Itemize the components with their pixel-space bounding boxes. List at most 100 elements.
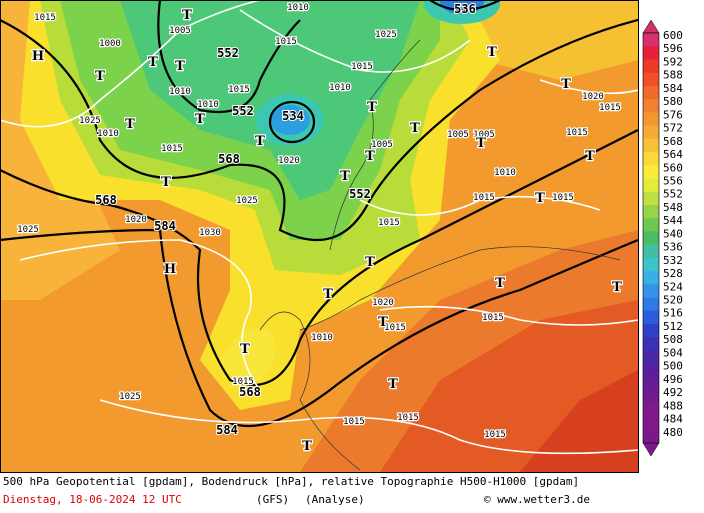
contour-label: 536 (454, 2, 476, 16)
contour-label: 584 (154, 219, 176, 233)
isobar-label: 1015 (378, 218, 400, 228)
pressure-center: T (182, 8, 192, 23)
colorbar-label: 576 (663, 108, 683, 121)
colorbar-cell (643, 231, 659, 246)
colorbar-cell (643, 204, 659, 219)
pressure-center: T (255, 134, 265, 149)
pressure-center: T (612, 280, 622, 295)
colorbar-arrow-bottom (642, 442, 660, 457)
colorbar-cell (643, 99, 659, 113)
colorbar-cell (643, 284, 659, 299)
colorbar-cell (643, 323, 659, 338)
isobar-label: 1015 (343, 417, 365, 427)
colorbar-cell (643, 46, 659, 60)
map-frame (0, 0, 639, 473)
colorbar-label: 492 (663, 386, 683, 399)
colorbar-label: 564 (663, 148, 683, 161)
isobar-label: 1010 (97, 129, 119, 139)
colorbar-label: 512 (663, 320, 683, 333)
pressure-center: T (161, 175, 171, 190)
colorbar-label: 508 (663, 333, 683, 346)
isobar-label: 1020 (372, 298, 394, 308)
colorbar-cell (643, 85, 659, 100)
colorbar-label: 544 (663, 214, 683, 227)
isobar-label: 1025 (119, 392, 141, 402)
colorbar-label: 536 (663, 241, 683, 254)
colorbar-arrow-top (642, 19, 660, 34)
isobar-label: 1000 (99, 39, 121, 49)
pressure-center: T (388, 377, 398, 392)
colorbar-cell (643, 152, 659, 166)
footer-date: Dienstag, 18-06-2024 12 UTC (3, 493, 182, 506)
colorbar-label: 552 (663, 188, 683, 201)
isobar-label: 1020 (278, 156, 300, 166)
colorbar-cell (643, 363, 659, 378)
footer-credit: © www.wetter3.de (484, 493, 590, 506)
isobar-label: 1015 (161, 144, 183, 154)
pressure-center: T (495, 276, 505, 291)
colorbar-label: 568 (663, 135, 683, 148)
pressure-center: T (148, 55, 158, 70)
colorbar-cell (643, 376, 659, 391)
colorbar-label: 540 (663, 227, 683, 240)
isobar-label: 1015 (552, 193, 574, 203)
footer-description: 500 hPa Geopotential [gpdam], Bodendruck… (3, 475, 579, 488)
pressure-center: T (378, 315, 388, 330)
isobar-label: 1020 (582, 92, 604, 102)
colorbar-label: 484 (663, 413, 683, 426)
colorbar-label: 572 (663, 122, 683, 135)
contour-label: 568 (95, 193, 117, 207)
isobar-label: 1010 (169, 87, 191, 97)
pressure-center: T (365, 255, 375, 270)
colorbar-label: 584 (663, 82, 683, 95)
footer-run: (Analyse) (305, 493, 365, 506)
isobar-label: 1010 (287, 3, 309, 13)
isobar-label: 1005 (473, 130, 495, 140)
colorbar-label: 532 (663, 254, 683, 267)
contour-label: 552 (232, 104, 254, 118)
isobar-label: 1020 (125, 215, 147, 225)
pressure-center: T (240, 342, 250, 357)
colorbar-cell (643, 33, 659, 47)
isobar-label: 1005 (371, 140, 393, 150)
contour-label: 534 (282, 109, 304, 123)
pressure-center: T (487, 45, 497, 60)
colorbar-cell (643, 218, 659, 232)
contour-label: 584 (216, 423, 238, 437)
colorbar-label: 480 (663, 426, 683, 439)
isobar-label: 1010 (197, 100, 219, 110)
colorbar-label: 600 (663, 29, 683, 42)
pressure-center: H (164, 262, 176, 277)
pressure-center: H (32, 49, 44, 64)
colorbar-cell (643, 429, 659, 444)
colorbar-label: 496 (663, 373, 683, 386)
colorbar-cell (643, 390, 659, 404)
colorbar-cell (643, 165, 659, 179)
pressure-center: T (535, 191, 545, 206)
contour-label: 568 (239, 385, 261, 399)
pressure-center: T (340, 169, 350, 184)
isobar-label: 1015 (228, 85, 250, 95)
isobar-label: 1005 (447, 130, 469, 140)
isobar-label: 1015 (484, 430, 506, 440)
colorbar-cell (643, 350, 659, 365)
colorbar-label: 588 (663, 69, 683, 82)
colorbar-cell (643, 257, 659, 272)
isobar-label: 1015 (351, 62, 373, 72)
isobar-label: 1015 (232, 377, 254, 387)
isobar-label: 1015 (482, 313, 504, 323)
colorbar-cell (643, 244, 659, 259)
colorbar-cell (643, 403, 659, 418)
isobar-label: 1015 (566, 128, 588, 138)
isobar-label: 1025 (236, 196, 258, 206)
pressure-center: T (365, 149, 375, 164)
isobar-label: 1025 (375, 30, 397, 40)
colorbar-frame (642, 32, 660, 444)
colorbar-cell (643, 125, 659, 140)
colorbar-label: 504 (663, 346, 683, 359)
pressure-center: T (195, 112, 205, 127)
isobar-label: 1025 (79, 116, 101, 126)
contour-label: 552 (349, 187, 371, 201)
